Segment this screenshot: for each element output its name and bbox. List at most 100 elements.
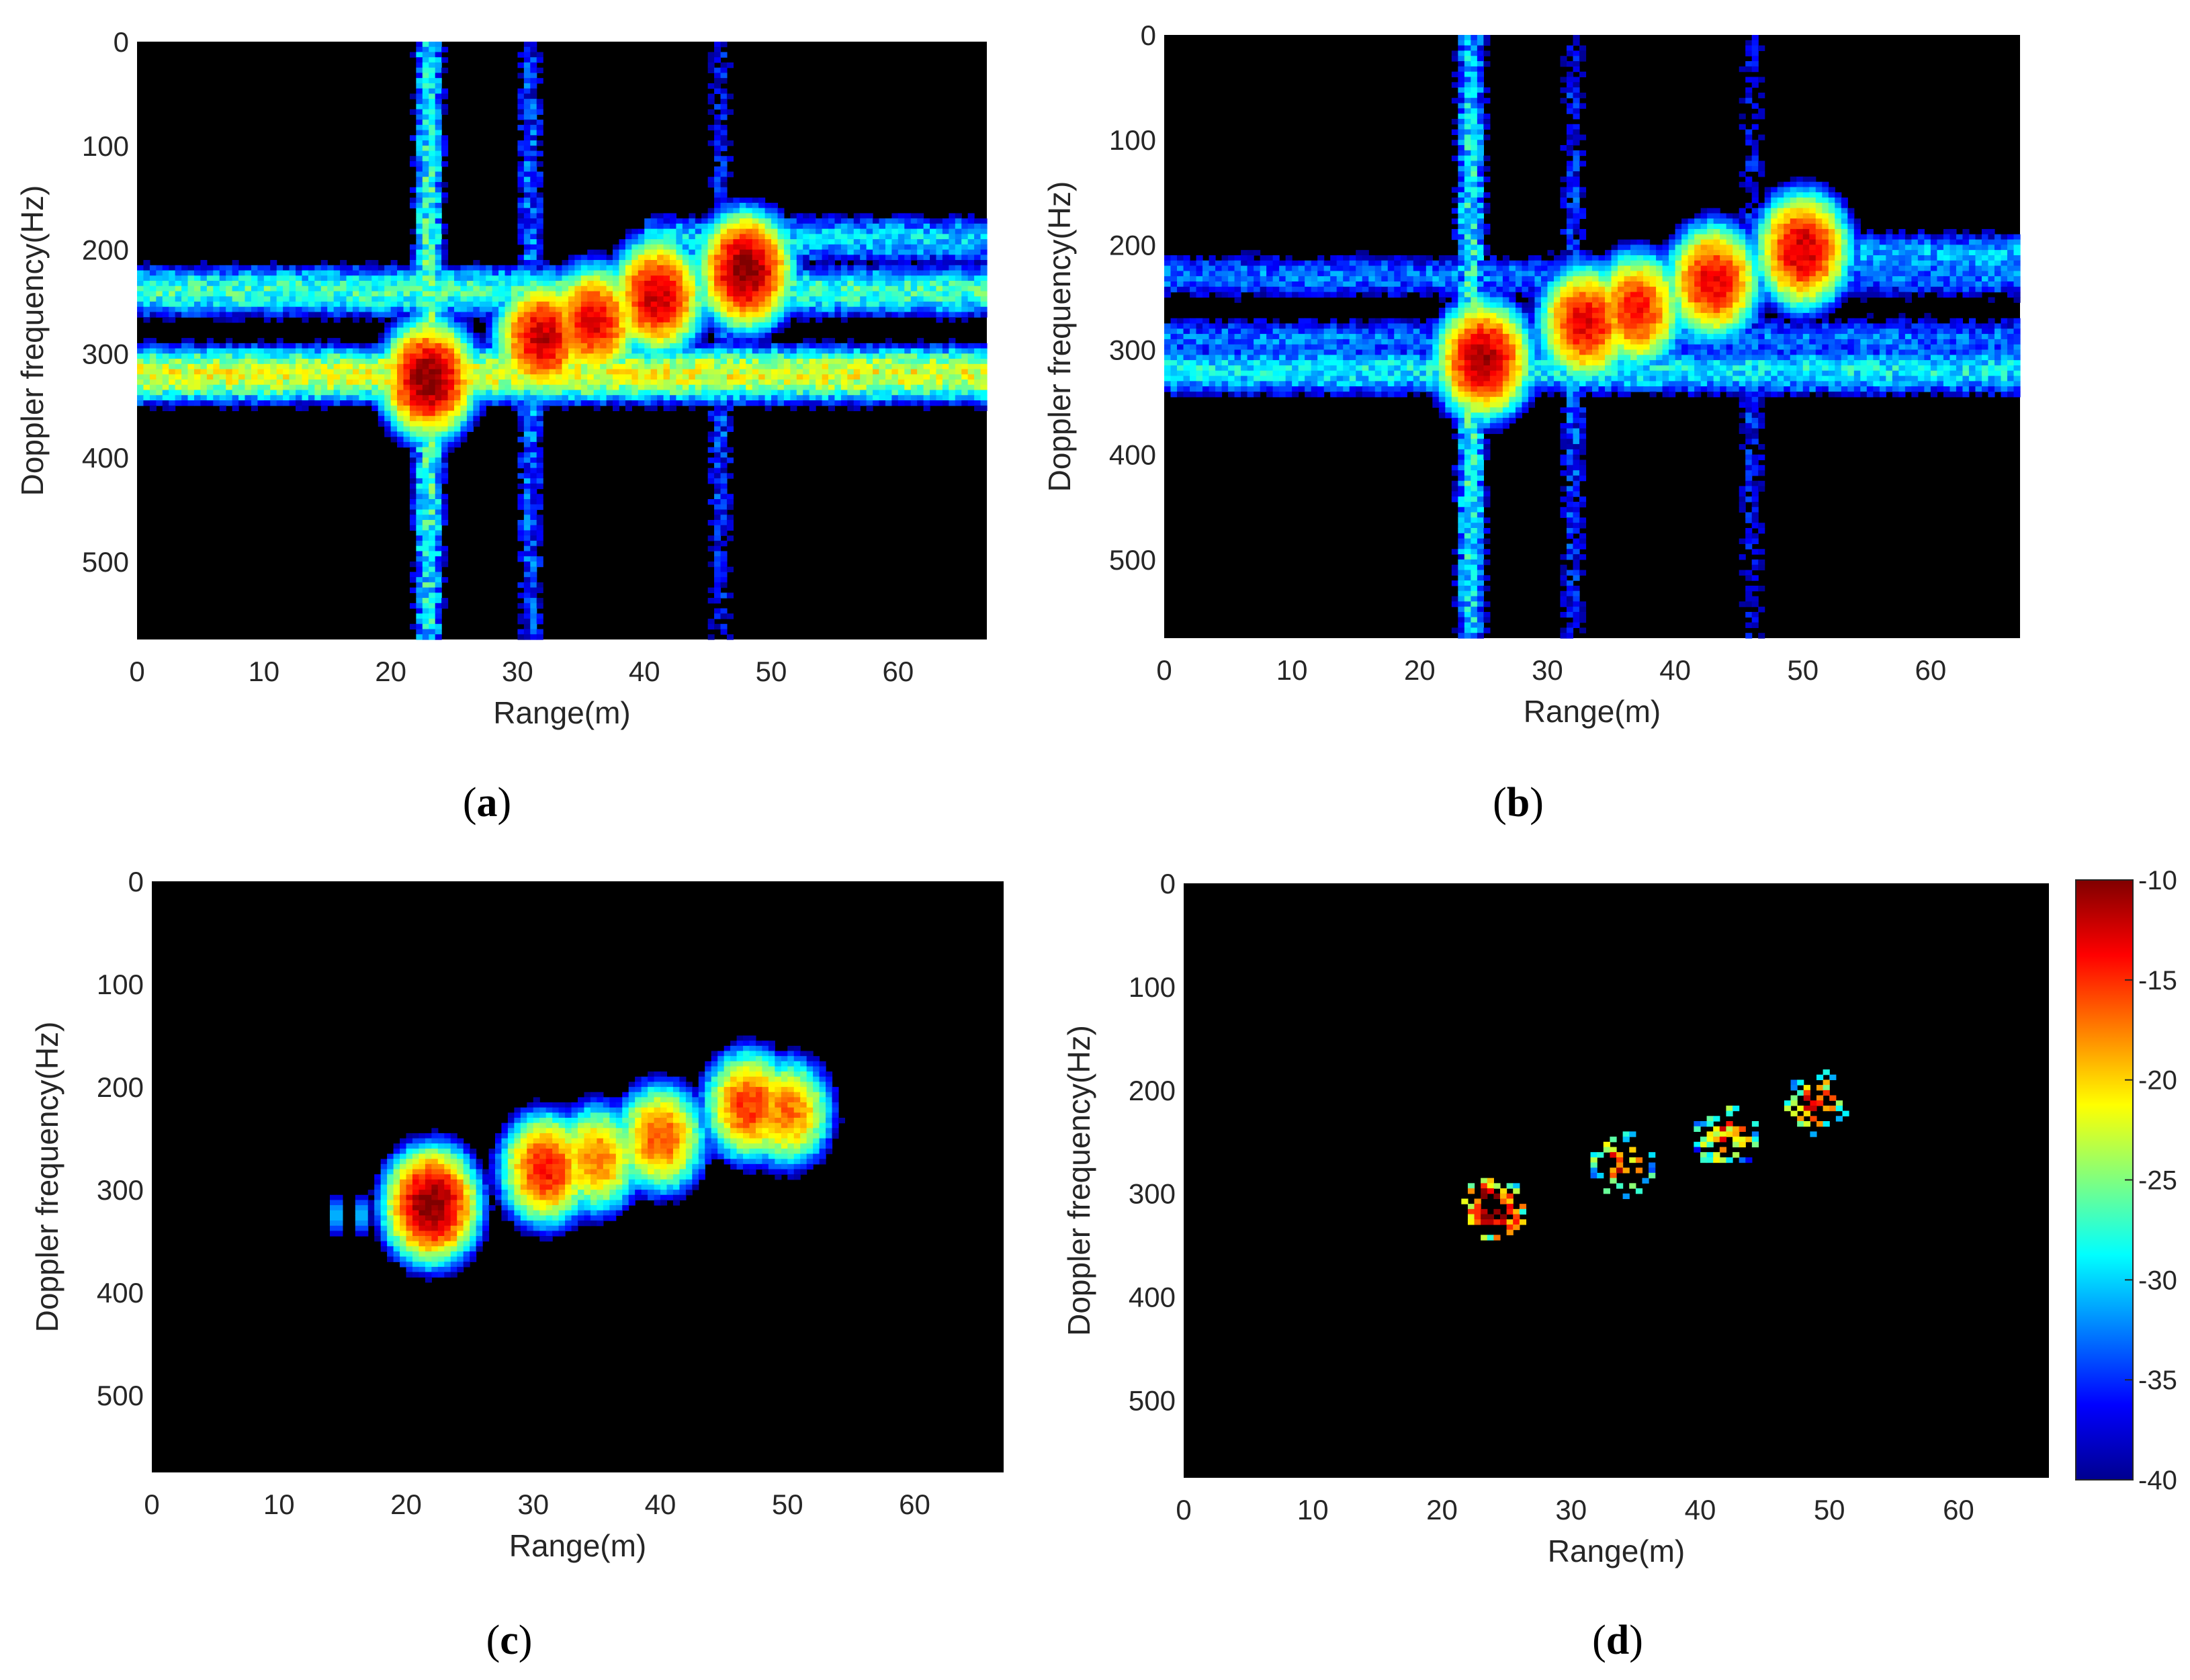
heatmap-cell bbox=[441, 348, 449, 354]
heatmap-cell bbox=[974, 374, 981, 380]
heatmap-cell bbox=[536, 130, 543, 136]
heatmap-cell bbox=[701, 338, 709, 344]
heatmap-cell bbox=[923, 348, 930, 354]
heatmap-cell bbox=[733, 374, 740, 380]
heatmap-cell bbox=[422, 140, 429, 146]
heatmap-cell bbox=[974, 400, 981, 406]
heatmap-cell bbox=[771, 395, 779, 401]
heatmap-cell bbox=[644, 255, 652, 261]
heatmap-cell bbox=[219, 363, 226, 370]
heatmap-cell bbox=[625, 260, 632, 266]
heatmap-cell bbox=[676, 265, 683, 271]
heatmap-cell bbox=[746, 218, 753, 224]
heatmap-cell bbox=[955, 395, 962, 401]
heatmap-cell bbox=[746, 223, 753, 230]
heatmap-cell bbox=[771, 223, 779, 230]
heatmap-cell bbox=[441, 603, 449, 609]
heatmap-cell bbox=[429, 88, 436, 94]
heatmap-cell bbox=[498, 291, 506, 297]
heatmap-cell bbox=[885, 218, 892, 224]
heatmap-cell bbox=[447, 437, 455, 443]
heatmap-cell bbox=[980, 281, 988, 287]
heatmap-cell bbox=[429, 296, 436, 302]
heatmap-cell bbox=[580, 312, 588, 318]
heatmap-cell bbox=[568, 384, 575, 391]
heatmap-cell bbox=[137, 343, 144, 349]
heatmap-cell bbox=[447, 291, 455, 297]
heatmap-cell bbox=[1573, 40, 1580, 46]
heatmap-cell bbox=[536, 426, 543, 433]
heatmap-cell bbox=[897, 306, 905, 313]
heatmap-cell bbox=[308, 306, 315, 313]
heatmap-cell bbox=[809, 285, 816, 292]
heatmap-cell bbox=[689, 301, 696, 308]
heatmap-cell bbox=[809, 359, 816, 365]
heatmap-cell bbox=[422, 161, 429, 167]
heatmap-cell bbox=[517, 306, 525, 313]
heatmap-cell bbox=[416, 561, 423, 568]
heatmap-cell bbox=[822, 338, 829, 344]
heatmap-cell bbox=[302, 285, 309, 292]
heatmap-cell bbox=[416, 57, 423, 63]
heatmap-cell bbox=[840, 363, 848, 370]
heatmap-cell bbox=[720, 468, 728, 474]
heatmap-cell bbox=[714, 592, 721, 599]
heatmap-cell bbox=[650, 255, 658, 261]
heatmap-cell bbox=[365, 270, 372, 276]
heatmap-cell bbox=[955, 369, 962, 375]
heatmap-cell bbox=[517, 171, 525, 177]
heatmap-cell bbox=[739, 312, 746, 318]
heatmap-cell bbox=[549, 281, 556, 287]
heatmap-cell bbox=[873, 353, 880, 359]
heatmap-cell bbox=[523, 42, 531, 48]
heatmap-cell bbox=[416, 197, 423, 204]
heatmap-cell bbox=[378, 270, 385, 276]
heatmap-cell bbox=[213, 359, 220, 365]
heatmap-cell bbox=[517, 275, 525, 281]
heatmap-cell bbox=[803, 301, 810, 308]
heatmap-cell bbox=[441, 520, 449, 526]
heatmap-cell bbox=[764, 322, 772, 328]
heatmap-cell bbox=[530, 46, 537, 53]
heatmap-cell bbox=[492, 301, 499, 308]
heatmap-cell bbox=[752, 333, 759, 339]
heatmap-cell bbox=[746, 296, 753, 302]
heatmap-cell bbox=[600, 327, 607, 333]
heatmap-cell bbox=[873, 380, 880, 386]
heatmap-cell bbox=[416, 566, 423, 572]
heatmap-cell bbox=[359, 291, 366, 297]
heatmap-cell bbox=[460, 317, 468, 323]
heatmap-cell bbox=[523, 369, 531, 375]
heatmap-cell bbox=[454, 327, 462, 333]
heatmap-cell bbox=[980, 374, 988, 380]
heatmap-cell bbox=[631, 312, 639, 318]
heatmap-cell bbox=[853, 285, 861, 292]
heatmap-cell bbox=[587, 291, 595, 297]
heatmap-cell bbox=[580, 255, 588, 261]
heatmap-cell bbox=[206, 374, 214, 380]
heatmap-cell bbox=[429, 504, 436, 511]
heatmap-cell bbox=[416, 353, 423, 359]
heatmap-cell bbox=[866, 363, 873, 370]
heatmap-cell bbox=[676, 322, 683, 328]
heatmap-cell bbox=[1471, 61, 1478, 67]
heatmap-cell bbox=[726, 244, 734, 251]
heatmap-cell bbox=[682, 249, 689, 255]
heatmap-cell bbox=[803, 390, 810, 396]
heatmap-cell bbox=[384, 374, 392, 380]
heatmap-cell bbox=[695, 333, 702, 339]
heatmap-cell bbox=[904, 343, 912, 349]
heatmap-cell bbox=[562, 384, 569, 391]
heatmap-cell bbox=[955, 260, 962, 266]
heatmap-cell bbox=[409, 317, 417, 323]
heatmap-cell bbox=[682, 260, 689, 266]
heatmap-cell bbox=[625, 270, 632, 276]
heatmap-cell bbox=[530, 457, 537, 463]
heatmap-cell bbox=[530, 629, 537, 635]
heatmap-cell bbox=[853, 400, 861, 406]
heatmap-cell bbox=[764, 353, 772, 359]
heatmap-cell bbox=[809, 405, 816, 412]
heatmap-cell bbox=[733, 291, 740, 297]
heatmap-cell bbox=[530, 291, 537, 297]
heatmap-cell bbox=[961, 255, 969, 261]
